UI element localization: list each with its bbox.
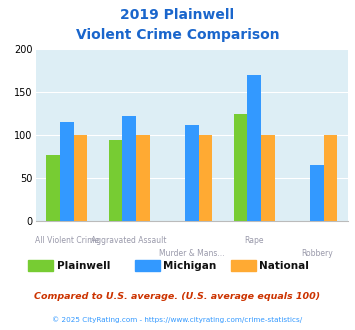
Text: © 2025 CityRating.com - https://www.cityrating.com/crime-statistics/: © 2025 CityRating.com - https://www.city…: [53, 317, 302, 323]
Bar: [73, 135, 87, 221]
Bar: [310, 165, 323, 221]
Text: Plainwell: Plainwell: [57, 261, 110, 271]
Text: Michigan: Michigan: [163, 261, 217, 271]
Bar: [261, 135, 275, 221]
Text: Compared to U.S. average. (U.S. average equals 100): Compared to U.S. average. (U.S. average …: [34, 292, 321, 301]
Text: National: National: [259, 261, 309, 271]
Text: Aggravated Assault: Aggravated Assault: [92, 236, 167, 245]
Text: 2019 Plainwell: 2019 Plainwell: [120, 8, 235, 22]
Bar: [46, 155, 60, 221]
Bar: [185, 125, 198, 221]
Text: Robbery: Robbery: [301, 249, 333, 258]
Text: Rape: Rape: [245, 236, 264, 245]
Bar: [109, 140, 122, 221]
Text: All Violent Crime: All Violent Crime: [35, 236, 99, 245]
Bar: [198, 135, 212, 221]
Text: Violent Crime Comparison: Violent Crime Comparison: [76, 28, 279, 42]
Bar: [136, 135, 150, 221]
Bar: [323, 135, 337, 221]
Bar: [122, 116, 136, 221]
Bar: [60, 122, 73, 221]
Bar: [247, 75, 261, 221]
Bar: [234, 114, 247, 221]
Text: Murder & Mans...: Murder & Mans...: [159, 249, 224, 258]
